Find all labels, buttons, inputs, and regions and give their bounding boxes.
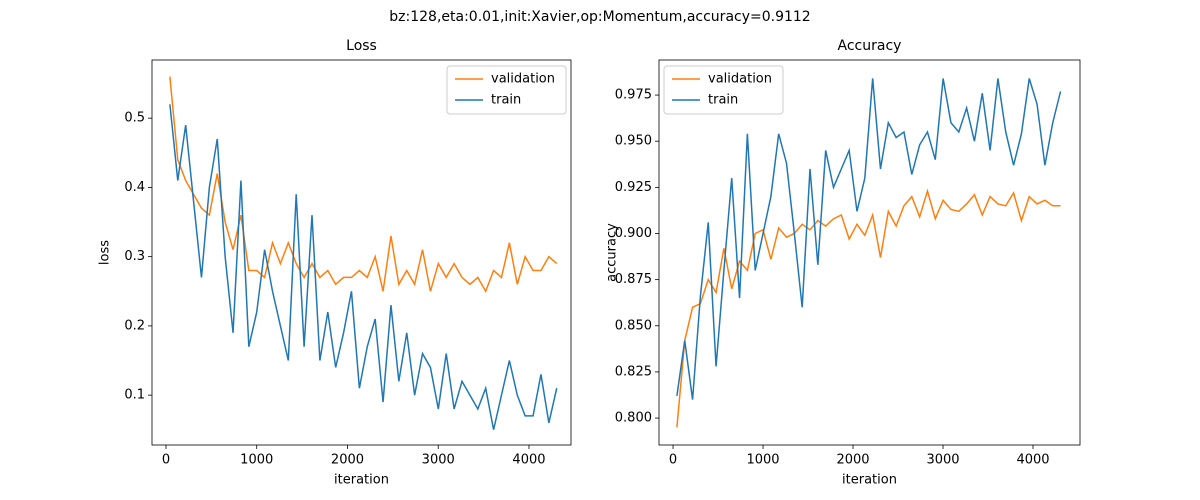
figure-title: bz:128,eta:0.01,init:Xavier,op:Momentum,…: [389, 9, 810, 25]
line-series: [676, 78, 1062, 400]
x-tick-label: 4000: [1016, 453, 1049, 468]
y-tick-label: 0.875: [615, 272, 652, 287]
y-tick-label: 0.3: [124, 249, 145, 264]
x-tick-label: 1000: [240, 453, 273, 468]
x-tick-label: 0: [162, 453, 170, 468]
legend-label: validation: [491, 72, 555, 87]
x-tick-label: 2000: [331, 453, 364, 468]
y-tick-label: 0.950: [615, 134, 652, 149]
x-axis-label: iteration: [334, 473, 389, 488]
legend-label: train: [491, 93, 521, 108]
y-tick-label: 0.975: [615, 88, 652, 103]
x-tick-label: 0: [669, 453, 677, 468]
y-tick-label: 0.800: [615, 411, 652, 426]
y-tick-label: 0.925: [615, 180, 652, 195]
legend-box: [446, 65, 567, 115]
y-tick-label: 0.825: [615, 364, 652, 379]
chart-title: Accuracy: [838, 38, 902, 54]
x-tick-label: 4000: [512, 453, 545, 468]
y-axis-label: loss: [98, 240, 113, 265]
legend-box: [663, 65, 784, 115]
plot-area: [658, 59, 1081, 446]
y-tick-label: 0.850: [615, 318, 652, 333]
y-tick-label: 0.2: [124, 318, 145, 333]
legend-label: train: [708, 93, 738, 108]
line-series: [169, 104, 558, 430]
legend-label: validation: [708, 72, 772, 87]
y-tick-label: 0.1: [124, 388, 145, 403]
x-tick-label: 1000: [746, 453, 779, 468]
x-tick-label: 3000: [926, 453, 959, 468]
y-axis-label: accuracy: [605, 223, 620, 282]
x-axis-label: iteration: [842, 473, 897, 488]
y-tick-label: 0.900: [615, 226, 652, 241]
legend: validation train: [663, 65, 784, 115]
x-tick-label: 2000: [836, 453, 869, 468]
plot-area: [151, 59, 572, 446]
y-tick-label: 0.5: [124, 111, 145, 126]
line-series: [169, 76, 558, 294]
x-tick-label: 3000: [422, 453, 455, 468]
legend: validation train: [446, 65, 567, 115]
chart-title: Loss: [346, 38, 377, 54]
y-tick-label: 0.4: [124, 180, 145, 195]
